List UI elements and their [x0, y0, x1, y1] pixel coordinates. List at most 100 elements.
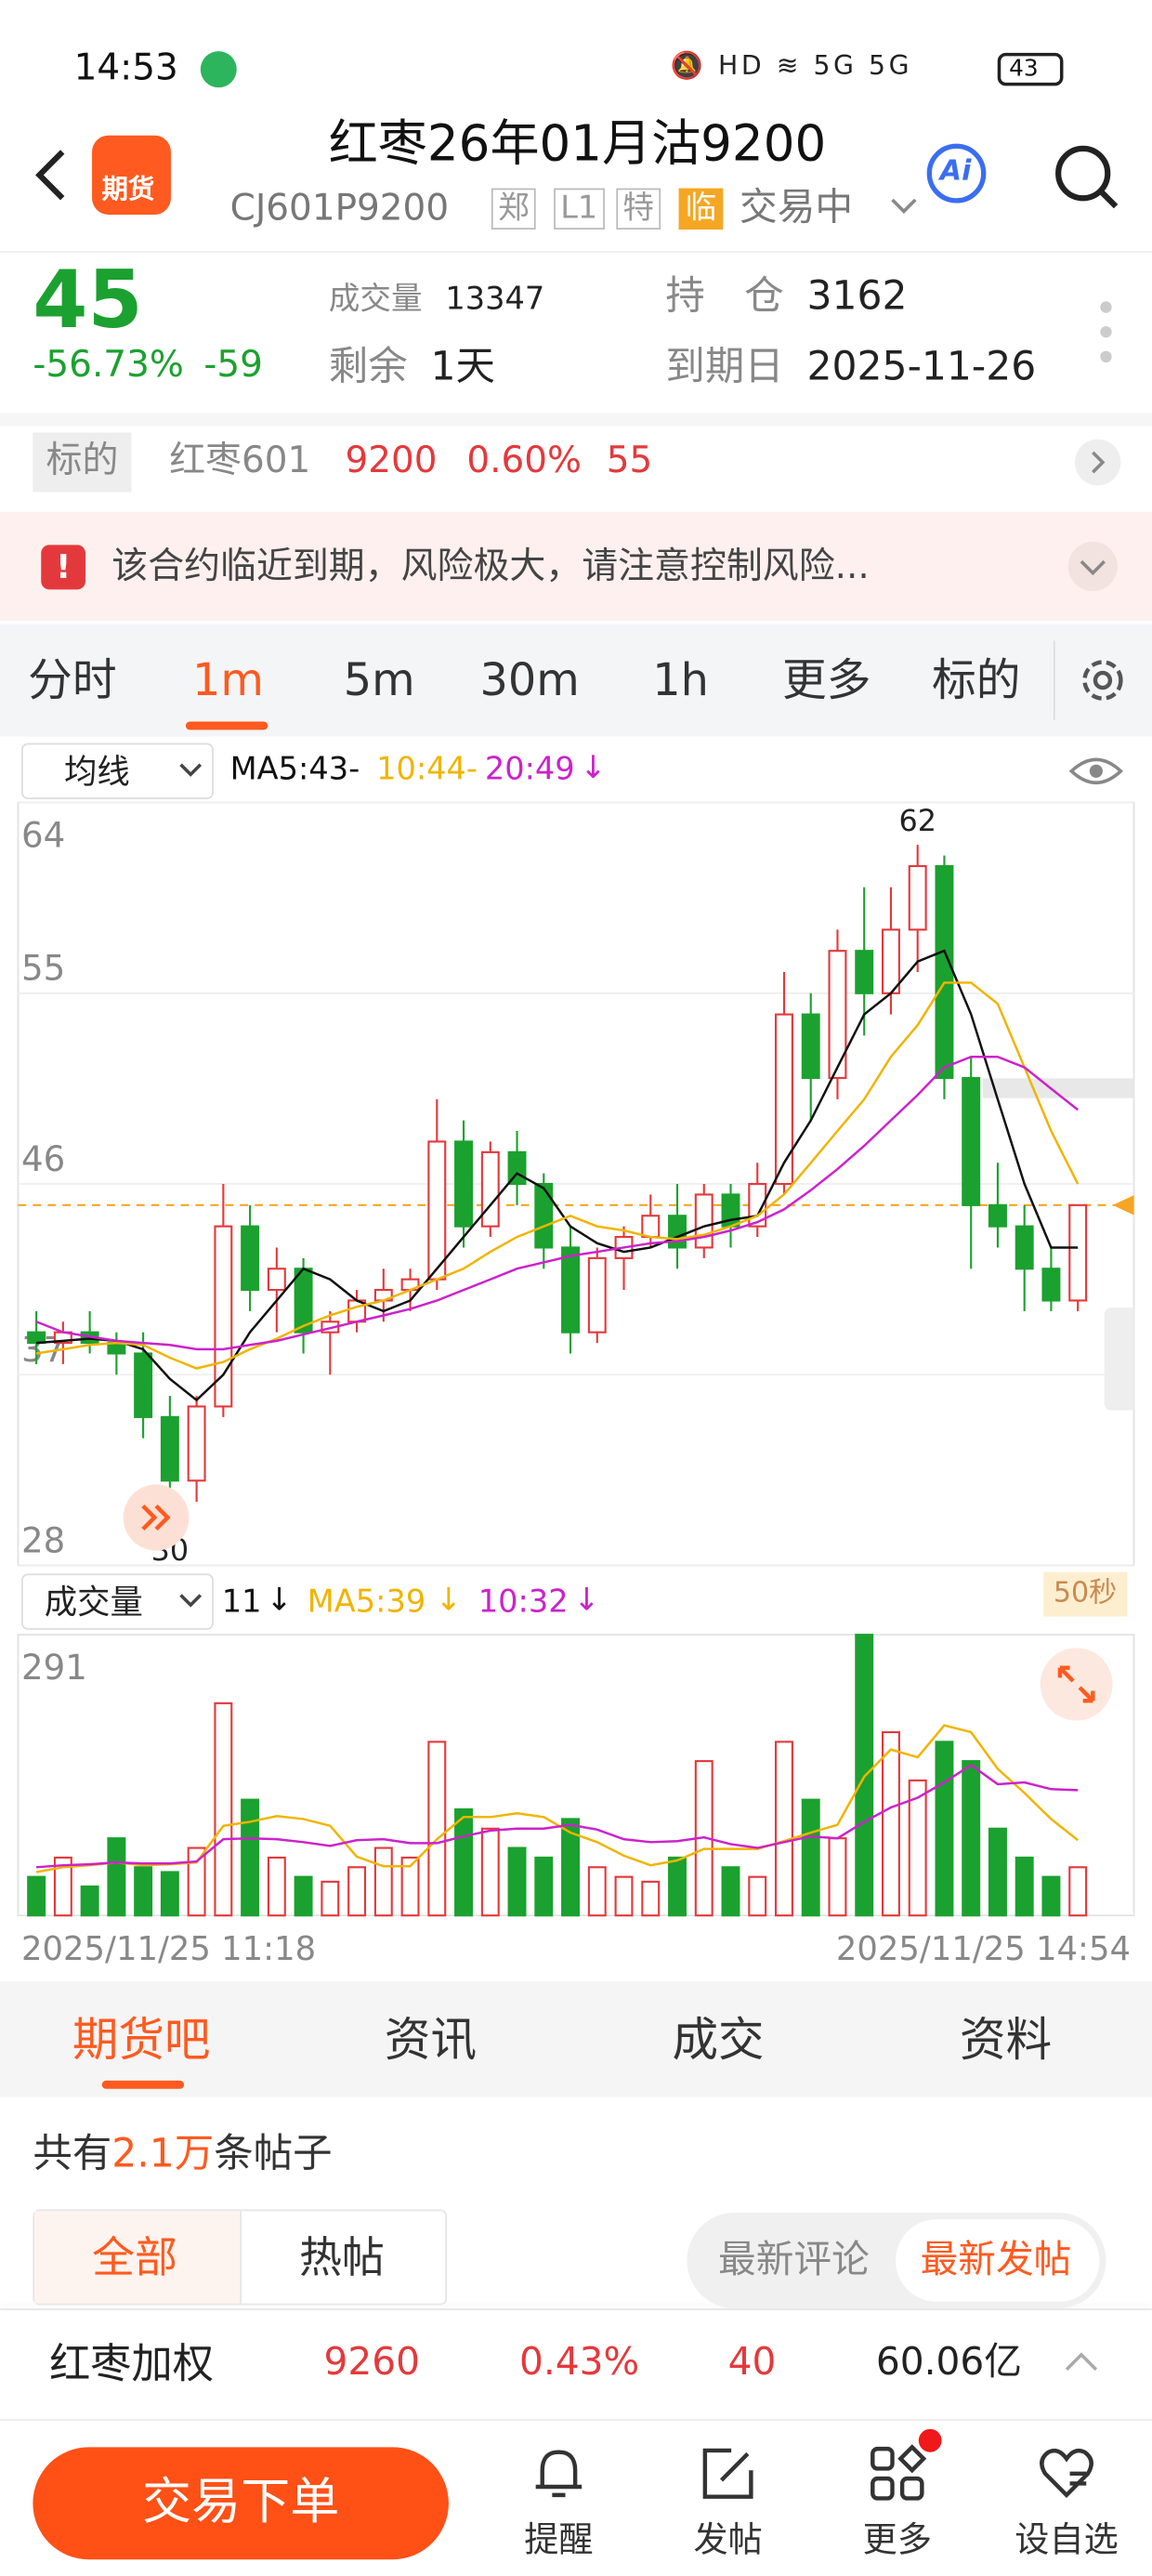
- more-dots[interactable]: [1094, 297, 1118, 370]
- sort[interactable]: 最新评论: [718, 2239, 870, 2282]
- tag: 郑: [491, 188, 536, 230]
- underlying-pct: 0.60%: [466, 440, 582, 482]
- volume-select[interactable]: [20, 1573, 214, 1630]
- period-tab[interactable]: 5m: [343, 655, 415, 707]
- tag: 临: [678, 188, 724, 230]
- tab-underline: [101, 2080, 185, 2089]
- ma-line: [35, 981, 1080, 1370]
- ai-button[interactable]: [926, 143, 987, 204]
- indicator-label: 均线: [63, 751, 130, 792]
- volume-ma-line: [36, 1763, 1079, 1869]
- select-chevron: [179, 763, 203, 777]
- period-tab[interactable]: 1m: [191, 655, 264, 707]
- volume-bar: [80, 1885, 99, 1917]
- side-handle[interactable]: [1104, 1308, 1134, 1411]
- underlying-change: 55: [606, 440, 653, 482]
- nav-icon: [535, 2450, 583, 2498]
- remaining: 1天: [430, 343, 495, 390]
- period-tab[interactable]: 分时: [28, 655, 117, 707]
- candle-body: [241, 1225, 260, 1292]
- volume-bar: [267, 1856, 286, 1917]
- y-tick-label: 291: [21, 1647, 87, 1688]
- divider: [0, 413, 1152, 427]
- filter[interactable]: 全部: [92, 2234, 178, 2284]
- expand-button[interactable]: [1039, 1647, 1114, 1723]
- volume-bar: [373, 1847, 393, 1917]
- warning-bar: [0, 511, 1152, 622]
- back-button[interactable]: [30, 145, 72, 204]
- candle-body: [855, 950, 874, 994]
- oi-label: 持 仓: [665, 272, 784, 319]
- nav-label[interactable]: 提醒: [524, 2519, 594, 2560]
- settings-button[interactable]: [1077, 654, 1130, 707]
- legend-arrow: ↓: [435, 1582, 462, 1619]
- underlying-price: 9200: [345, 440, 438, 482]
- section-tab[interactable]: 成交: [672, 2013, 765, 2068]
- filter[interactable]: 热帖: [298, 2234, 385, 2284]
- section-tab[interactable]: 期货吧: [72, 2013, 211, 2068]
- volume-current: 11: [221, 1584, 262, 1621]
- section-tab[interactable]: 资讯: [384, 2013, 478, 2068]
- nav-icon: [1040, 2448, 1093, 2499]
- status-chevron: [891, 198, 917, 214]
- candle-body: [1015, 1225, 1034, 1270]
- collapse-left[interactable]: [122, 1483, 190, 1553]
- candle-body: [881, 928, 900, 994]
- nav-label[interactable]: 发帖: [693, 2519, 763, 2560]
- trade-button[interactable]: [33, 2447, 449, 2560]
- y-tick-label: 64: [21, 814, 65, 855]
- filter-active-bg: [34, 2211, 241, 2304]
- candle-body: [454, 1140, 474, 1228]
- legend-vma5: MA5:39: [307, 1584, 426, 1621]
- period-tab[interactable]: 标的: [931, 655, 1021, 707]
- volume-bar: [935, 1741, 954, 1917]
- candle-body: [1041, 1268, 1061, 1302]
- volume-bar: [962, 1760, 981, 1917]
- tab-underline: [185, 721, 268, 730]
- underlying-arrow[interactable]: [1073, 438, 1122, 487]
- app-icon: [92, 135, 171, 215]
- period-tab[interactable]: 1h: [652, 655, 709, 707]
- section-tab[interactable]: 资料: [960, 2013, 1053, 2068]
- volume-bar: [534, 1856, 554, 1917]
- legend-ma5: MA5:43-: [229, 751, 360, 788]
- indicator-select[interactable]: [20, 743, 214, 800]
- change-pct: -56.73%: [33, 345, 184, 387]
- volume-bar: [561, 1818, 581, 1917]
- index-change: 40: [727, 2341, 777, 2385]
- warning-icon: [41, 545, 85, 590]
- volume-bar: [1041, 1875, 1061, 1917]
- warning-toggle[interactable]: [1067, 540, 1119, 593]
- status-icons: 🔕 HD ≋ 5G 5G: [670, 49, 913, 82]
- battery: 43: [1009, 56, 1039, 83]
- index-expand[interactable]: [1062, 2348, 1101, 2374]
- volume-bar: [134, 1866, 153, 1917]
- candle-body: [641, 1215, 661, 1239]
- volume-bar: [801, 1798, 820, 1917]
- divider: [0, 251, 1152, 253]
- nav-label[interactable]: 更多: [862, 2519, 932, 2560]
- candle-body: [480, 1150, 500, 1228]
- volume-bar: [775, 1741, 793, 1917]
- candle-body: [427, 1140, 447, 1281]
- candle-body: [962, 1076, 981, 1206]
- nav-label[interactable]: 设自选: [1015, 2519, 1119, 2560]
- interval-badge: 50秒: [1043, 1571, 1127, 1617]
- divider: [0, 2419, 1152, 2421]
- candle-body: [534, 1182, 554, 1249]
- period-tab[interactable]: 30m: [479, 655, 580, 707]
- volume-bar: [27, 1875, 46, 1917]
- trade-status[interactable]: 交易中: [740, 186, 854, 230]
- sort[interactable]: 最新发帖: [920, 2239, 1072, 2282]
- legend-vma10: 10:32: [478, 1584, 569, 1621]
- legend-arrow: ↓: [266, 1582, 293, 1619]
- volume-bar: [427, 1741, 447, 1917]
- y-tick-label: 46: [21, 1138, 65, 1179]
- eye-icon[interactable]: [1068, 751, 1124, 791]
- search-button[interactable]: [1052, 142, 1120, 212]
- candle-body: [160, 1415, 179, 1482]
- period-tab[interactable]: 更多: [781, 655, 871, 707]
- post-count: 共有2.1万条帖子: [33, 2134, 332, 2174]
